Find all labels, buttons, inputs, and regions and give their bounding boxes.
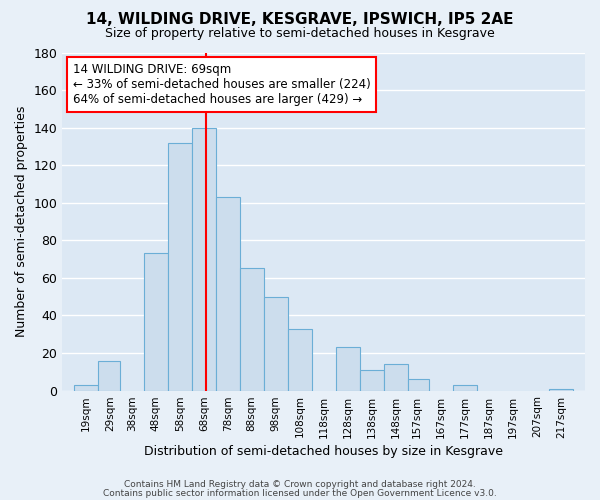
- Bar: [98, 360, 120, 390]
- Bar: [359, 370, 383, 390]
- X-axis label: Distribution of semi-detached houses by size in Kesgrave: Distribution of semi-detached houses by …: [144, 444, 503, 458]
- Bar: [168, 142, 192, 390]
- Text: Size of property relative to semi-detached houses in Kesgrave: Size of property relative to semi-detach…: [105, 28, 495, 40]
- Text: Contains public sector information licensed under the Open Government Licence v3: Contains public sector information licen…: [103, 488, 497, 498]
- Bar: [192, 128, 216, 390]
- Bar: [144, 254, 168, 390]
- Bar: [240, 268, 264, 390]
- Bar: [287, 328, 311, 390]
- Bar: [453, 385, 477, 390]
- Bar: [74, 385, 98, 390]
- Bar: [216, 197, 240, 390]
- Text: 14, WILDING DRIVE, KESGRAVE, IPSWICH, IP5 2AE: 14, WILDING DRIVE, KESGRAVE, IPSWICH, IP…: [86, 12, 514, 28]
- Bar: [549, 388, 573, 390]
- Text: Contains HM Land Registry data © Crown copyright and database right 2024.: Contains HM Land Registry data © Crown c…: [124, 480, 476, 489]
- Bar: [383, 364, 407, 390]
- Bar: [264, 296, 287, 390]
- Bar: [335, 348, 359, 391]
- Text: 14 WILDING DRIVE: 69sqm
← 33% of semi-detached houses are smaller (224)
64% of s: 14 WILDING DRIVE: 69sqm ← 33% of semi-de…: [73, 62, 370, 106]
- Bar: [407, 380, 429, 390]
- Y-axis label: Number of semi-detached properties: Number of semi-detached properties: [15, 106, 28, 337]
